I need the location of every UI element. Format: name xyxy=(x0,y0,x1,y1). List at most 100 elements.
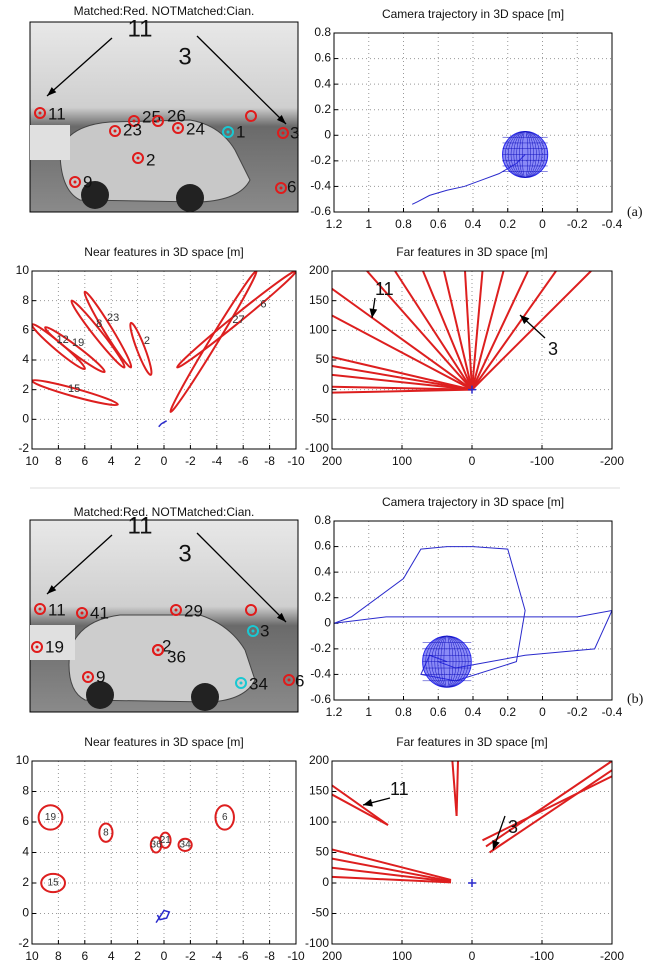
feature-label: 19 xyxy=(72,337,84,349)
feature-label: 3 xyxy=(260,621,269,640)
y-tick-label: 0 xyxy=(322,382,329,396)
x-tick-label: -0.2 xyxy=(567,705,588,719)
chart-title: Camera trajectory in 3D space [m] xyxy=(382,495,564,509)
feature-label: 6 xyxy=(260,299,266,311)
x-tick-label: 8 xyxy=(55,454,62,468)
x-tick-label: 10 xyxy=(25,454,39,468)
x-tick-label: -4 xyxy=(211,949,222,963)
x-tick-label: 0.6 xyxy=(430,705,447,719)
feature-label: 34 xyxy=(249,674,268,693)
x-tick-label: -100 xyxy=(530,949,554,963)
y-tick-label: -50 xyxy=(312,906,330,920)
y-tick-label: -0.2 xyxy=(310,641,331,655)
y-tick-label: -0.4 xyxy=(310,667,331,681)
feature-label: 6 xyxy=(287,177,296,196)
x-tick-label: 6 xyxy=(81,949,88,963)
camera-trajectory xyxy=(159,421,167,427)
feature-label: 19 xyxy=(45,812,57,823)
feature-label: 2 xyxy=(144,335,150,347)
feature-center xyxy=(39,608,42,611)
feature-center xyxy=(280,187,283,190)
feature-label: 41 xyxy=(90,603,109,622)
y-tick-label: 10 xyxy=(16,263,30,277)
feature-label: 24 xyxy=(186,119,205,138)
y-tick-label: 0.8 xyxy=(314,25,331,39)
uncertainty-ellipsoid xyxy=(423,636,472,687)
image-title: Matched:Red. NOTMatched:Cian. xyxy=(74,4,255,18)
feature-center xyxy=(157,649,160,652)
y-tick-label: 0.2 xyxy=(314,590,331,604)
camera-position xyxy=(468,879,476,887)
x-tick-label: 100 xyxy=(392,454,412,468)
y-tick-label: 4 xyxy=(22,352,29,366)
feature-label: 11 xyxy=(48,600,66,619)
x-tick-label: 100 xyxy=(392,949,412,963)
y-tick-label: 50 xyxy=(316,352,330,366)
annotation: 3 xyxy=(548,339,558,359)
feature-label: 11 xyxy=(48,104,66,123)
y-tick-label: 0 xyxy=(22,906,29,920)
x-tick-label: 1 xyxy=(365,705,372,719)
y-tick-label: 150 xyxy=(309,784,329,798)
y-tick-label: 150 xyxy=(309,293,329,307)
x-tick-label: 2 xyxy=(134,454,141,468)
y-tick-label: 0 xyxy=(322,875,329,889)
feature-label: 29 xyxy=(184,601,203,620)
y-tick-label: 200 xyxy=(309,753,329,767)
y-tick-label: 100 xyxy=(309,814,329,828)
y-tick-label: 200 xyxy=(309,263,329,277)
feature-center xyxy=(74,181,77,184)
camera-trajectory xyxy=(156,910,169,922)
x-tick-label: -2 xyxy=(185,949,196,963)
figure: (a)(b)Matched:Red. NOTMatched:Cian.11252… xyxy=(0,0,652,973)
arrow-head xyxy=(363,799,373,807)
plot-area xyxy=(39,805,234,922)
annotation: 11 xyxy=(128,15,153,42)
feature-center xyxy=(137,157,140,160)
feature-label: 23 xyxy=(123,120,142,139)
feature-label: 8 xyxy=(103,827,109,838)
chart-title: Far features in 3D space [m] xyxy=(396,245,547,259)
x-tick-label: -0.4 xyxy=(602,217,623,231)
feature-center xyxy=(240,682,243,685)
feature-label: 3 xyxy=(290,123,299,142)
plot-area xyxy=(332,271,591,394)
y-tick-label: 8 xyxy=(22,293,29,307)
y-tick-label: 10 xyxy=(16,753,30,767)
x-tick-label: 0.8 xyxy=(395,217,412,231)
x-tick-label: 1.2 xyxy=(326,705,343,719)
y-tick-label: -0.2 xyxy=(310,153,331,167)
feature-label: 9 xyxy=(96,667,105,686)
feature-label: 36 xyxy=(151,840,163,851)
feature-center xyxy=(227,131,230,134)
chart-title: Camera trajectory in 3D space [m] xyxy=(382,7,564,21)
x-tick-label: 4 xyxy=(108,949,115,963)
x-tick-label: -4 xyxy=(211,454,222,468)
chart-title: Near features in 3D space [m] xyxy=(84,245,243,259)
y-tick-label: 0.8 xyxy=(314,513,331,527)
x-tick-label: 0 xyxy=(539,705,546,719)
x-tick-label: 0 xyxy=(161,949,168,963)
feature-label: 6 xyxy=(222,812,228,823)
feature-ray xyxy=(490,770,613,852)
x-tick-label: 1 xyxy=(365,217,372,231)
y-tick-label: -0.4 xyxy=(310,179,331,193)
annotation: 3 xyxy=(178,43,191,70)
feature-center xyxy=(175,609,178,612)
x-tick-label: 0 xyxy=(539,217,546,231)
feature-center xyxy=(252,630,255,633)
feature-label: 12 xyxy=(56,334,68,346)
x-tick-label: 200 xyxy=(322,454,342,468)
chart-title: Near features in 3D space [m] xyxy=(84,735,243,749)
y-tick-label: 100 xyxy=(309,323,329,337)
feature-center xyxy=(81,612,84,615)
feature-ray xyxy=(483,776,613,840)
feature-center xyxy=(282,132,285,135)
x-tick-label: 0.2 xyxy=(499,217,516,231)
x-tick-label: -0.2 xyxy=(567,217,588,231)
y-tick-label: 0.4 xyxy=(314,564,331,578)
x-tick-label: -10 xyxy=(287,949,305,963)
feature-label: 8 xyxy=(96,318,102,330)
feature-label: 6 xyxy=(295,671,304,690)
x-tick-label: 0.4 xyxy=(465,705,482,719)
